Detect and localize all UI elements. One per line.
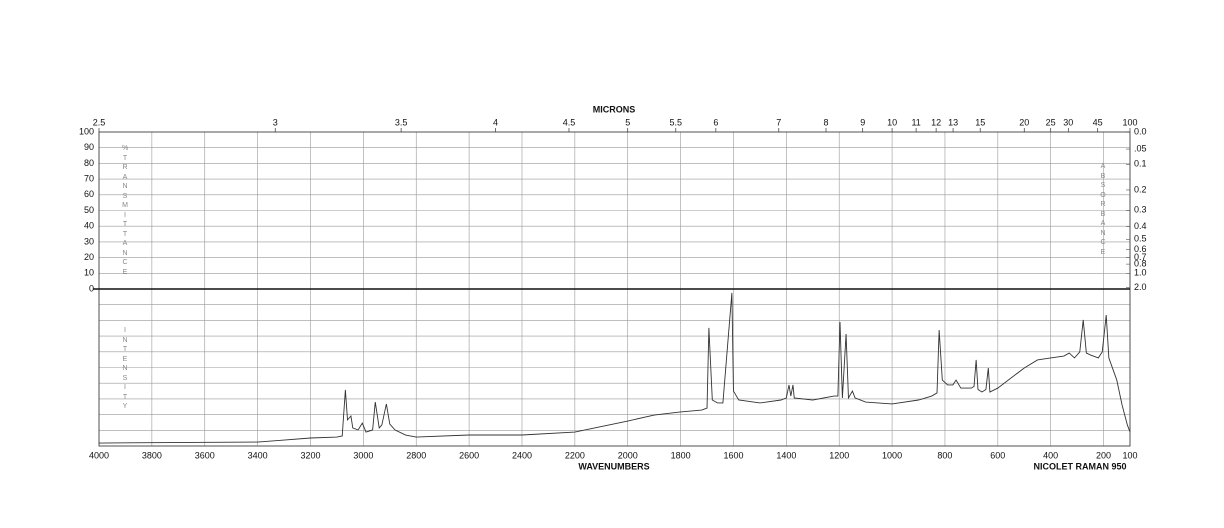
x-tick-label: 2400 — [512, 450, 532, 460]
x-tick-label: 1200 — [829, 450, 849, 460]
y2-tick-label: 0.5 — [1134, 234, 1147, 244]
micron-tick-label: 15 — [975, 117, 985, 127]
y2-tick-label: 0.3 — [1134, 205, 1147, 215]
y2-tick-label: 0.4 — [1134, 221, 1147, 231]
x-tick-label: 1800 — [671, 450, 691, 460]
micron-tick-label: 4 — [493, 117, 498, 127]
x-tick-label: 800 — [937, 450, 952, 460]
micron-tick-label: 2.5 — [93, 117, 106, 127]
micron-tick-label: 5.5 — [670, 117, 683, 127]
y-tick-label: 100 — [79, 126, 94, 136]
right-axis-label: ABSORBANCE — [1100, 163, 1106, 256]
micron-tick-label: 20 — [1019, 117, 1029, 127]
x-tick-label: 2200 — [565, 450, 585, 460]
y2-tick-label: 0.1 — [1134, 159, 1147, 169]
micron-tick-label: 30 — [1063, 117, 1073, 127]
x-tick-label: 3400 — [248, 450, 268, 460]
x-tick-label: 1600 — [723, 450, 743, 460]
micron-tick-label: 9 — [860, 117, 865, 127]
micron-tick-label: 8 — [823, 117, 828, 127]
micron-tick-label: 25 — [1046, 117, 1056, 127]
y2-tick-label: 1.0 — [1134, 268, 1147, 278]
y-tick-label: 60 — [84, 189, 94, 199]
y2-tick-label: 0.8 — [1134, 258, 1147, 268]
y2-tick-label: 0.2 — [1134, 184, 1147, 194]
y-tick-label: 40 — [84, 221, 94, 231]
micron-tick-label: 6 — [713, 117, 718, 127]
y-tick-label: 0 — [89, 283, 94, 293]
micron-tick-label: 11 — [911, 117, 920, 127]
y-tick-label: 10 — [84, 268, 94, 278]
x-tick-label: 100 — [1122, 450, 1137, 460]
micron-tick-label: 7 — [776, 117, 781, 127]
y-tick-label: 20 — [84, 252, 94, 262]
x-tick-label: 400 — [1043, 450, 1058, 460]
y-tick-label: 50 — [84, 205, 94, 215]
spectrum-line — [98, 292, 1131, 444]
micron-tick-label: 3 — [273, 117, 278, 127]
micron-tick-label: 13 — [948, 117, 958, 127]
x-tick-label: 3000 — [353, 450, 373, 460]
x-tick-label: 2600 — [459, 450, 479, 460]
micron-tick-label: 3.5 — [395, 117, 408, 127]
x-tick-label: 1400 — [776, 450, 796, 460]
micron-tick-label: 100 — [1122, 117, 1137, 127]
y2-tick-label: 2.0 — [1134, 282, 1147, 292]
instrument-label: NICOLET RAMAN 950 — [1033, 461, 1126, 471]
x-axis-label: WAVENUMBERS — [578, 461, 649, 471]
x-tick-label: 3200 — [300, 450, 320, 460]
y2-tick-label: .05 — [1134, 143, 1147, 153]
x-tick-label: 3800 — [142, 450, 162, 460]
lower-axis-label: INTENSITY — [122, 327, 128, 410]
x-tick-label: 200 — [1096, 450, 1111, 460]
micron-tick-label: 4.5 — [563, 117, 576, 127]
y-tick-label: 80 — [84, 158, 94, 168]
micron-tick-label: 12 — [931, 117, 941, 127]
y2-tick-label: 0.7 — [1134, 252, 1147, 262]
x-tick-label: 1000 — [882, 450, 902, 460]
x-tick-label: 600 — [990, 450, 1005, 460]
x-tick-label: 2800 — [406, 450, 426, 460]
y2-tick-label: 0.6 — [1134, 244, 1147, 254]
micron-tick-label: 10 — [887, 117, 897, 127]
y-tick-label: 30 — [84, 236, 94, 246]
top-axis-label: MICRONS — [593, 104, 636, 114]
y-tick-label: 90 — [84, 142, 94, 152]
y-tick-label: 70 — [84, 173, 94, 183]
micron-tick-label: 45 — [1093, 117, 1103, 127]
x-tick-label: 4000 — [89, 450, 109, 460]
left-axis-label: % TRANSMITTANCE — [122, 145, 129, 276]
micron-tick-label: 5 — [625, 117, 630, 127]
y2-tick-label: 0.0 — [1134, 126, 1147, 136]
x-tick-label: 3600 — [195, 450, 215, 460]
x-tick-label: 2000 — [618, 450, 638, 460]
